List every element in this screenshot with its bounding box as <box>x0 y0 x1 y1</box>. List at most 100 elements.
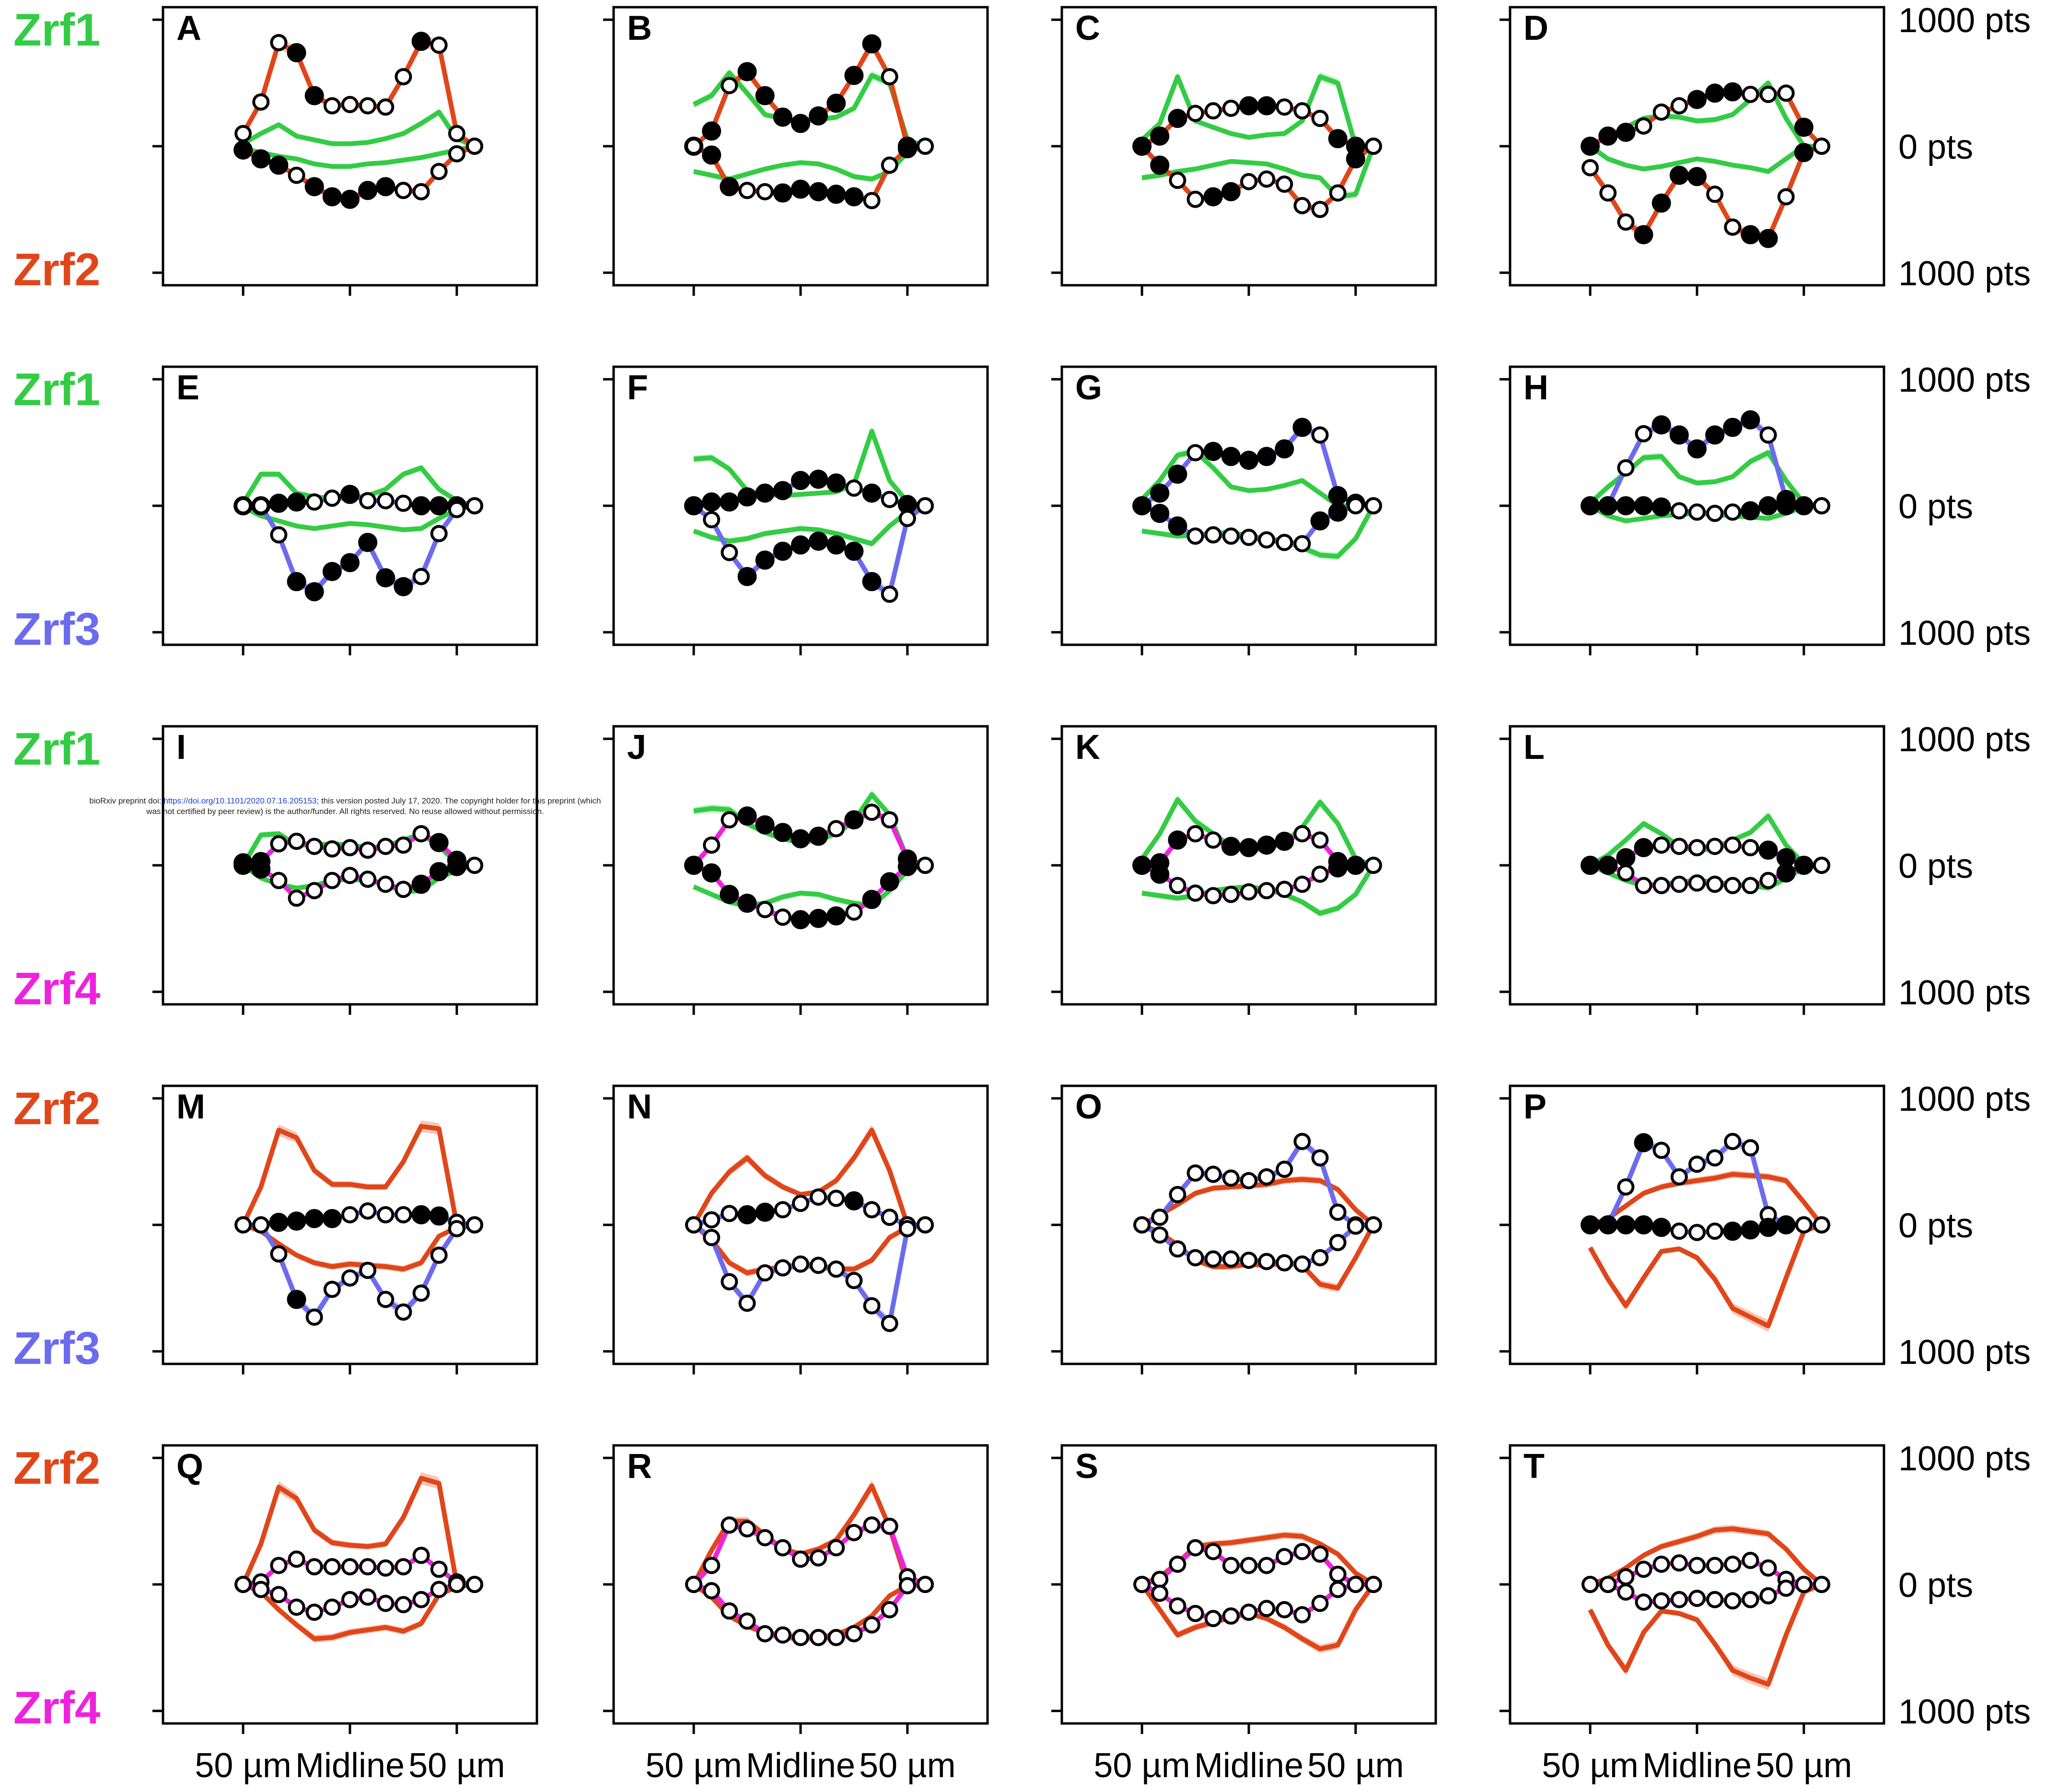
point-Zrf4-bottom <box>791 910 810 930</box>
point-Zrf2-bottom <box>1669 165 1689 185</box>
point-Zrf3-bottom <box>1132 496 1152 515</box>
point-Zrf3-bottom <box>466 497 483 514</box>
point-Zrf4-bottom <box>1581 856 1600 875</box>
point-Zrf4-bottom <box>411 874 431 894</box>
point-Zrf2-bottom <box>1777 188 1795 206</box>
row-label-bottom: Zrf4 <box>13 963 100 1014</box>
point-Zrf4-bottom <box>1688 874 1706 892</box>
point-Zrf4-bottom <box>1652 877 1670 895</box>
point-Zrf4-top <box>827 1539 845 1557</box>
point-Zrf4-top <box>1724 836 1742 854</box>
point-Zrf2-top <box>1311 110 1329 127</box>
point-Zrf4-top <box>288 1550 305 1568</box>
point-Zrf3-top <box>1276 1161 1293 1178</box>
point-Zrf3-top <box>791 471 810 490</box>
watermark-doi-link[interactable]: https://doi.org/10.1101/2020.07.16.20515… <box>163 796 317 805</box>
point-Zrf4-top <box>1258 1557 1276 1574</box>
point-Zrf4-bottom <box>1652 1592 1670 1610</box>
point-Zrf3-bottom <box>466 1216 483 1233</box>
point-Zrf3-bottom <box>1222 1250 1240 1268</box>
row-label-top: Zrf1 <box>13 364 100 415</box>
series-Zrf1-bottom <box>693 503 926 547</box>
point-Zrf4-bottom <box>702 863 721 883</box>
point-Zrf4-top <box>1169 1555 1186 1573</box>
point-Zrf3-bottom <box>1310 511 1330 531</box>
point-Zrf4-bottom <box>721 1602 738 1620</box>
x-tick-label: 50 µm <box>1093 1746 1190 1785</box>
point-Zrf2-bottom <box>288 166 305 184</box>
series-Zrf2-top <box>241 1476 475 1587</box>
point-Zrf3-top <box>1292 418 1312 437</box>
point-Zrf4-bottom <box>1133 1576 1151 1593</box>
panel-C: C <box>1051 6 1437 296</box>
point-Zrf3-bottom <box>1688 1223 1706 1241</box>
point-Zrf3-top <box>1311 426 1329 444</box>
point-Zrf2-bottom <box>1794 143 1814 163</box>
panel-A: A <box>152 6 538 296</box>
row-label-bottom: Zrf3 <box>13 604 100 655</box>
point-Zrf3-top <box>411 496 431 515</box>
point-Zrf3-bottom <box>1581 1215 1600 1234</box>
point-Zrf4-bottom <box>1635 1593 1652 1611</box>
point-Zrf3-top <box>395 494 412 512</box>
point-Zrf3-top <box>377 1206 395 1223</box>
point-Zrf3-top <box>1706 1149 1724 1167</box>
point-Zrf4-top <box>1276 1548 1293 1565</box>
point-Zrf4-bottom <box>288 889 305 907</box>
point-Zrf3-bottom <box>412 1284 430 1302</box>
series-Zrf1-top <box>242 109 476 149</box>
point-Zrf4-top <box>1186 825 1204 843</box>
point-Zrf3-bottom <box>234 1216 252 1233</box>
panel-label: K <box>1075 728 1100 767</box>
point-Zrf2-bottom <box>1150 155 1170 175</box>
point-Zrf4-bottom <box>1329 1581 1347 1598</box>
point-Zrf2-bottom <box>412 183 430 200</box>
point-Zrf4-top <box>1634 838 1653 858</box>
point-Zrf4-top <box>377 838 395 855</box>
point-Zrf4-top <box>270 1557 288 1574</box>
x-tick-label: 50 µm <box>1542 1746 1639 1785</box>
point-Zrf4-top <box>1652 836 1670 854</box>
point-Zrf4-bottom <box>1150 864 1170 884</box>
point-Zrf4-top <box>1329 1565 1347 1583</box>
point-Zrf2-top <box>862 34 882 54</box>
point-Zrf3-bottom <box>881 1315 898 1332</box>
point-Zrf2-bottom <box>376 177 395 197</box>
point-Zrf4-bottom <box>1776 863 1796 883</box>
point-Zrf4-bottom <box>429 862 449 882</box>
point-Zrf3-top <box>881 490 898 508</box>
row-label-top: Zrf1 <box>13 4 100 56</box>
series-Zrf2-top <box>692 41 925 149</box>
point-Zrf2-top <box>287 43 306 62</box>
series-Zrf1-top <box>693 792 926 868</box>
point-Zrf3-bottom <box>1813 497 1830 514</box>
x-tick-label: 50 µm <box>1307 1746 1404 1785</box>
point-Zrf4-top <box>863 803 881 821</box>
point-Zrf2-bottom <box>340 189 360 209</box>
point-Zrf4-bottom <box>1293 875 1311 893</box>
point-Zrf3-bottom <box>1347 497 1364 514</box>
point-Zrf4-top <box>881 1517 898 1535</box>
point-Zrf4-bottom <box>917 857 934 874</box>
point-Zrf4-bottom <box>359 1588 377 1606</box>
point-Zrf4-top <box>1670 1554 1688 1572</box>
point-Zrf3-bottom <box>826 535 846 555</box>
point-Zrf4-bottom <box>774 908 791 926</box>
point-Zrf4-top <box>288 832 305 850</box>
point-Zrf3-top <box>755 1202 775 1222</box>
point-Zrf3-bottom <box>1634 496 1653 515</box>
point-Zrf4-bottom <box>720 884 739 904</box>
panel-B: B <box>603 6 989 296</box>
point-Zrf4-top <box>341 1558 359 1576</box>
point-Zrf2-top <box>755 86 775 105</box>
point-Zrf3-top <box>1669 425 1689 445</box>
series-Zrf2-top <box>241 39 476 149</box>
point-Zrf4-top <box>305 1558 323 1576</box>
point-Zrf3-top <box>1635 425 1652 442</box>
point-Zrf2-bottom <box>738 182 756 199</box>
point-Zrf4-top <box>323 840 341 858</box>
point-Zrf3-bottom <box>738 1294 756 1312</box>
point-Zrf2-bottom <box>1365 138 1382 155</box>
point-Zrf3-bottom <box>1634 1215 1653 1234</box>
